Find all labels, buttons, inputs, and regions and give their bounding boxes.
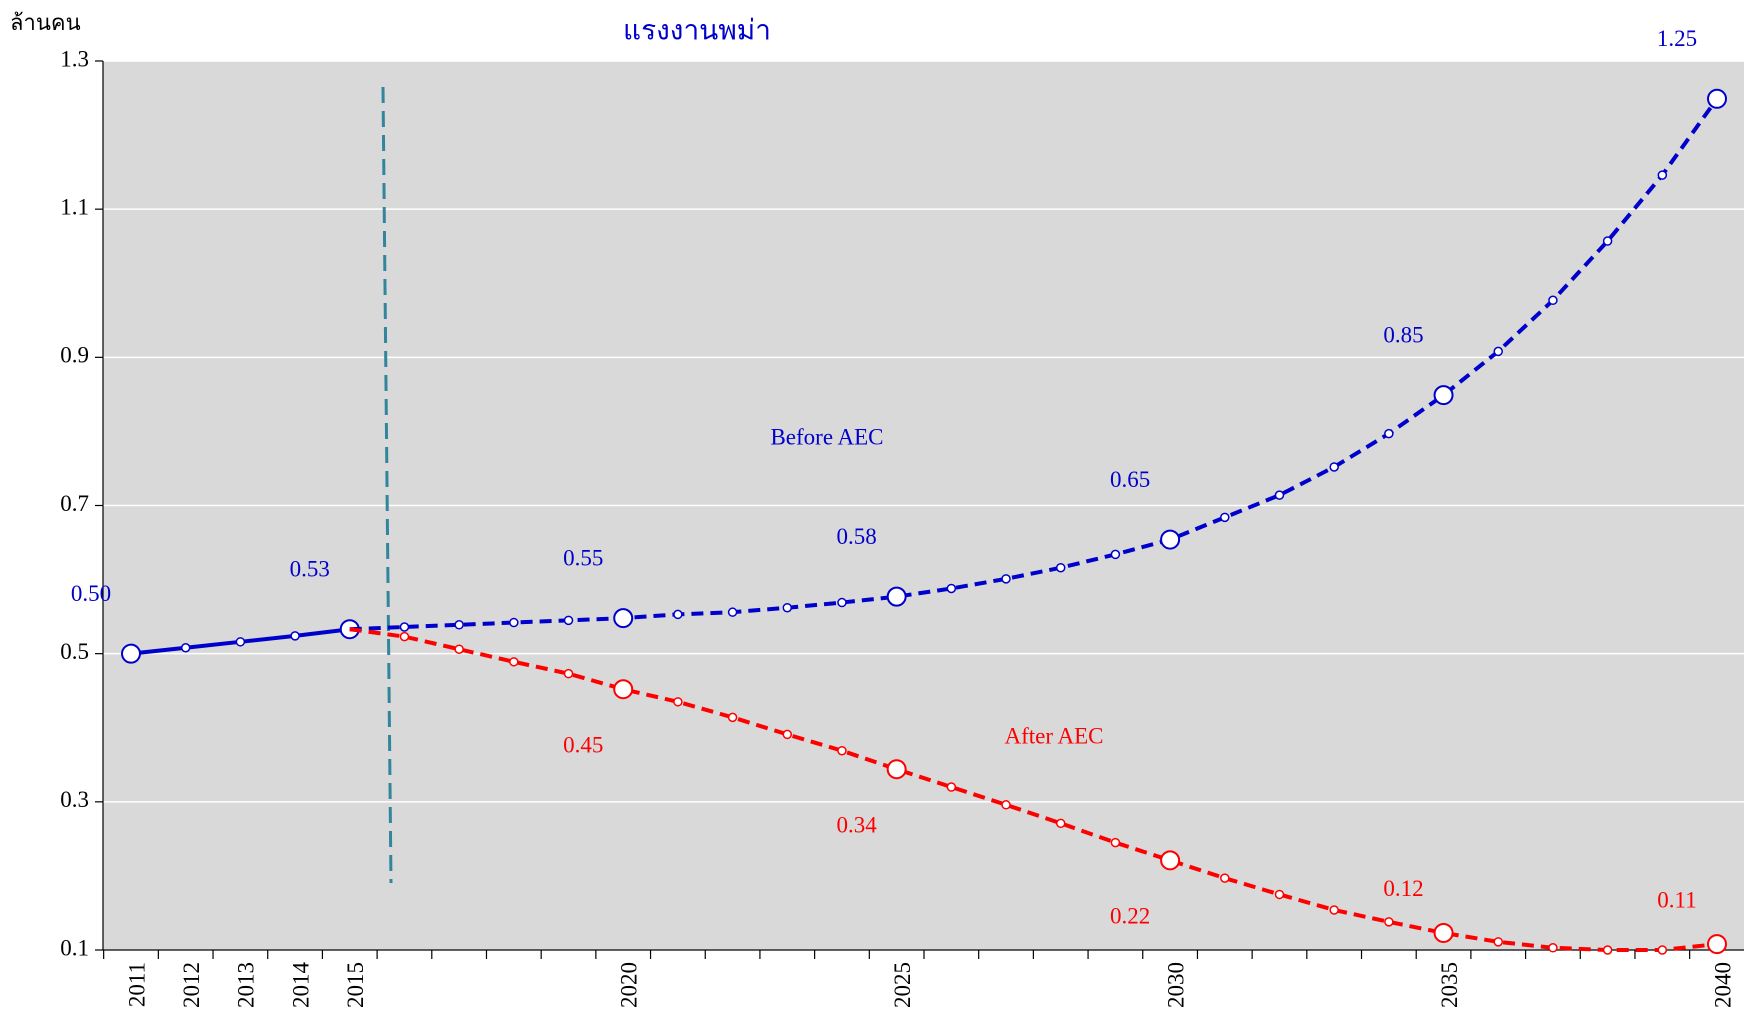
x-tick-label: 2013 bbox=[234, 962, 259, 1008]
marker bbox=[399, 622, 410, 632]
marker bbox=[1384, 428, 1394, 439]
marker bbox=[121, 643, 141, 664]
marker bbox=[1602, 236, 1613, 246]
series-name: Before AEC bbox=[770, 424, 883, 449]
data-label: 0.22 bbox=[1110, 904, 1150, 929]
marker bbox=[886, 759, 907, 780]
marker bbox=[1110, 549, 1121, 560]
marker bbox=[1220, 873, 1230, 883]
marker bbox=[509, 657, 519, 667]
series-line bbox=[349, 627, 1718, 952]
x-tick-label: 2040 bbox=[1710, 962, 1735, 1008]
x-tick-label: 2020 bbox=[616, 962, 641, 1008]
marker bbox=[1707, 934, 1727, 955]
x-tick-label: 2015 bbox=[343, 962, 368, 1008]
subtitle: แรงงานพม่า bbox=[623, 15, 771, 46]
marker bbox=[1274, 889, 1285, 900]
marker bbox=[235, 637, 246, 647]
data-label: 1.25 bbox=[1657, 26, 1697, 51]
x-tick-label: 2012 bbox=[179, 962, 204, 1008]
marker bbox=[1602, 945, 1613, 955]
marker bbox=[837, 597, 847, 608]
marker bbox=[1160, 529, 1181, 550]
y-tick-label: 0.9 bbox=[60, 343, 89, 368]
marker bbox=[946, 583, 957, 594]
data-label: 0.85 bbox=[1383, 322, 1423, 347]
data-label: 0.53 bbox=[290, 557, 330, 582]
marker bbox=[180, 642, 191, 653]
marker bbox=[673, 697, 683, 707]
marker bbox=[1160, 850, 1181, 871]
marker bbox=[1548, 295, 1558, 306]
data-label: 0.12 bbox=[1383, 876, 1423, 901]
data-label: 0.55 bbox=[563, 545, 603, 570]
marker bbox=[1110, 837, 1121, 848]
marker bbox=[673, 609, 683, 620]
marker bbox=[782, 729, 793, 740]
marker bbox=[454, 620, 464, 630]
x-tick-label: 2014 bbox=[288, 962, 313, 1009]
marker bbox=[1657, 170, 1668, 180]
marker bbox=[563, 615, 574, 626]
y-tick-label: 0.7 bbox=[60, 491, 89, 516]
marker bbox=[1548, 943, 1558, 953]
marker bbox=[1384, 917, 1394, 927]
marker bbox=[1493, 346, 1503, 357]
marker bbox=[1329, 462, 1339, 472]
x-tick-label: 2011 bbox=[124, 962, 149, 1007]
series-line bbox=[349, 97, 1719, 632]
marker bbox=[1274, 490, 1285, 500]
series: 0.45 0.34 0.22 0.12 0.11 After AEC bbox=[349, 627, 1727, 955]
marker bbox=[613, 679, 634, 700]
marker bbox=[1220, 512, 1230, 523]
series-name: After AEC bbox=[1004, 723, 1103, 748]
data-label: 0.11 bbox=[1657, 887, 1696, 912]
marker bbox=[1707, 88, 1727, 109]
y-tick-label: 0.5 bbox=[60, 639, 89, 664]
x-tick-label: 2025 bbox=[890, 962, 915, 1008]
marker bbox=[946, 782, 957, 792]
marker bbox=[886, 586, 907, 607]
marker bbox=[1001, 574, 1011, 584]
marker bbox=[1055, 818, 1066, 829]
y-tick-label: 1.3 bbox=[60, 46, 89, 71]
marker bbox=[1657, 945, 1668, 955]
marker bbox=[837, 745, 847, 756]
marker bbox=[509, 617, 519, 628]
marker bbox=[727, 712, 738, 723]
marker bbox=[1001, 800, 1011, 810]
divider-line bbox=[381, 86, 393, 884]
marker bbox=[1433, 922, 1454, 943]
data-label: 0.50 bbox=[71, 581, 111, 606]
marker bbox=[290, 631, 300, 641]
x-tick-label: 2035 bbox=[1437, 962, 1462, 1008]
data-label: 0.58 bbox=[837, 524, 877, 549]
marker bbox=[454, 644, 464, 654]
marker bbox=[1329, 905, 1339, 915]
marker bbox=[1493, 937, 1503, 947]
y-tick-label: 0.1 bbox=[60, 935, 89, 960]
marker bbox=[399, 631, 410, 642]
marker bbox=[1055, 562, 1066, 573]
y-axis-label: ล้านคน bbox=[10, 10, 81, 35]
data-label: 0.45 bbox=[563, 733, 603, 758]
data-label: 0.34 bbox=[837, 813, 878, 838]
y-tick-label: 1.1 bbox=[60, 194, 89, 219]
marker bbox=[727, 607, 738, 617]
y-tick-label: 0.3 bbox=[60, 787, 89, 812]
series: 0.55 0.58 0.65 0.85 1.25 Before AEC bbox=[349, 26, 1727, 632]
x-tick-label: 2030 bbox=[1163, 962, 1188, 1008]
data-label: 0.65 bbox=[1110, 467, 1150, 492]
marker bbox=[613, 608, 634, 629]
marker bbox=[782, 602, 793, 613]
marker bbox=[1433, 385, 1454, 406]
marker bbox=[563, 668, 574, 679]
